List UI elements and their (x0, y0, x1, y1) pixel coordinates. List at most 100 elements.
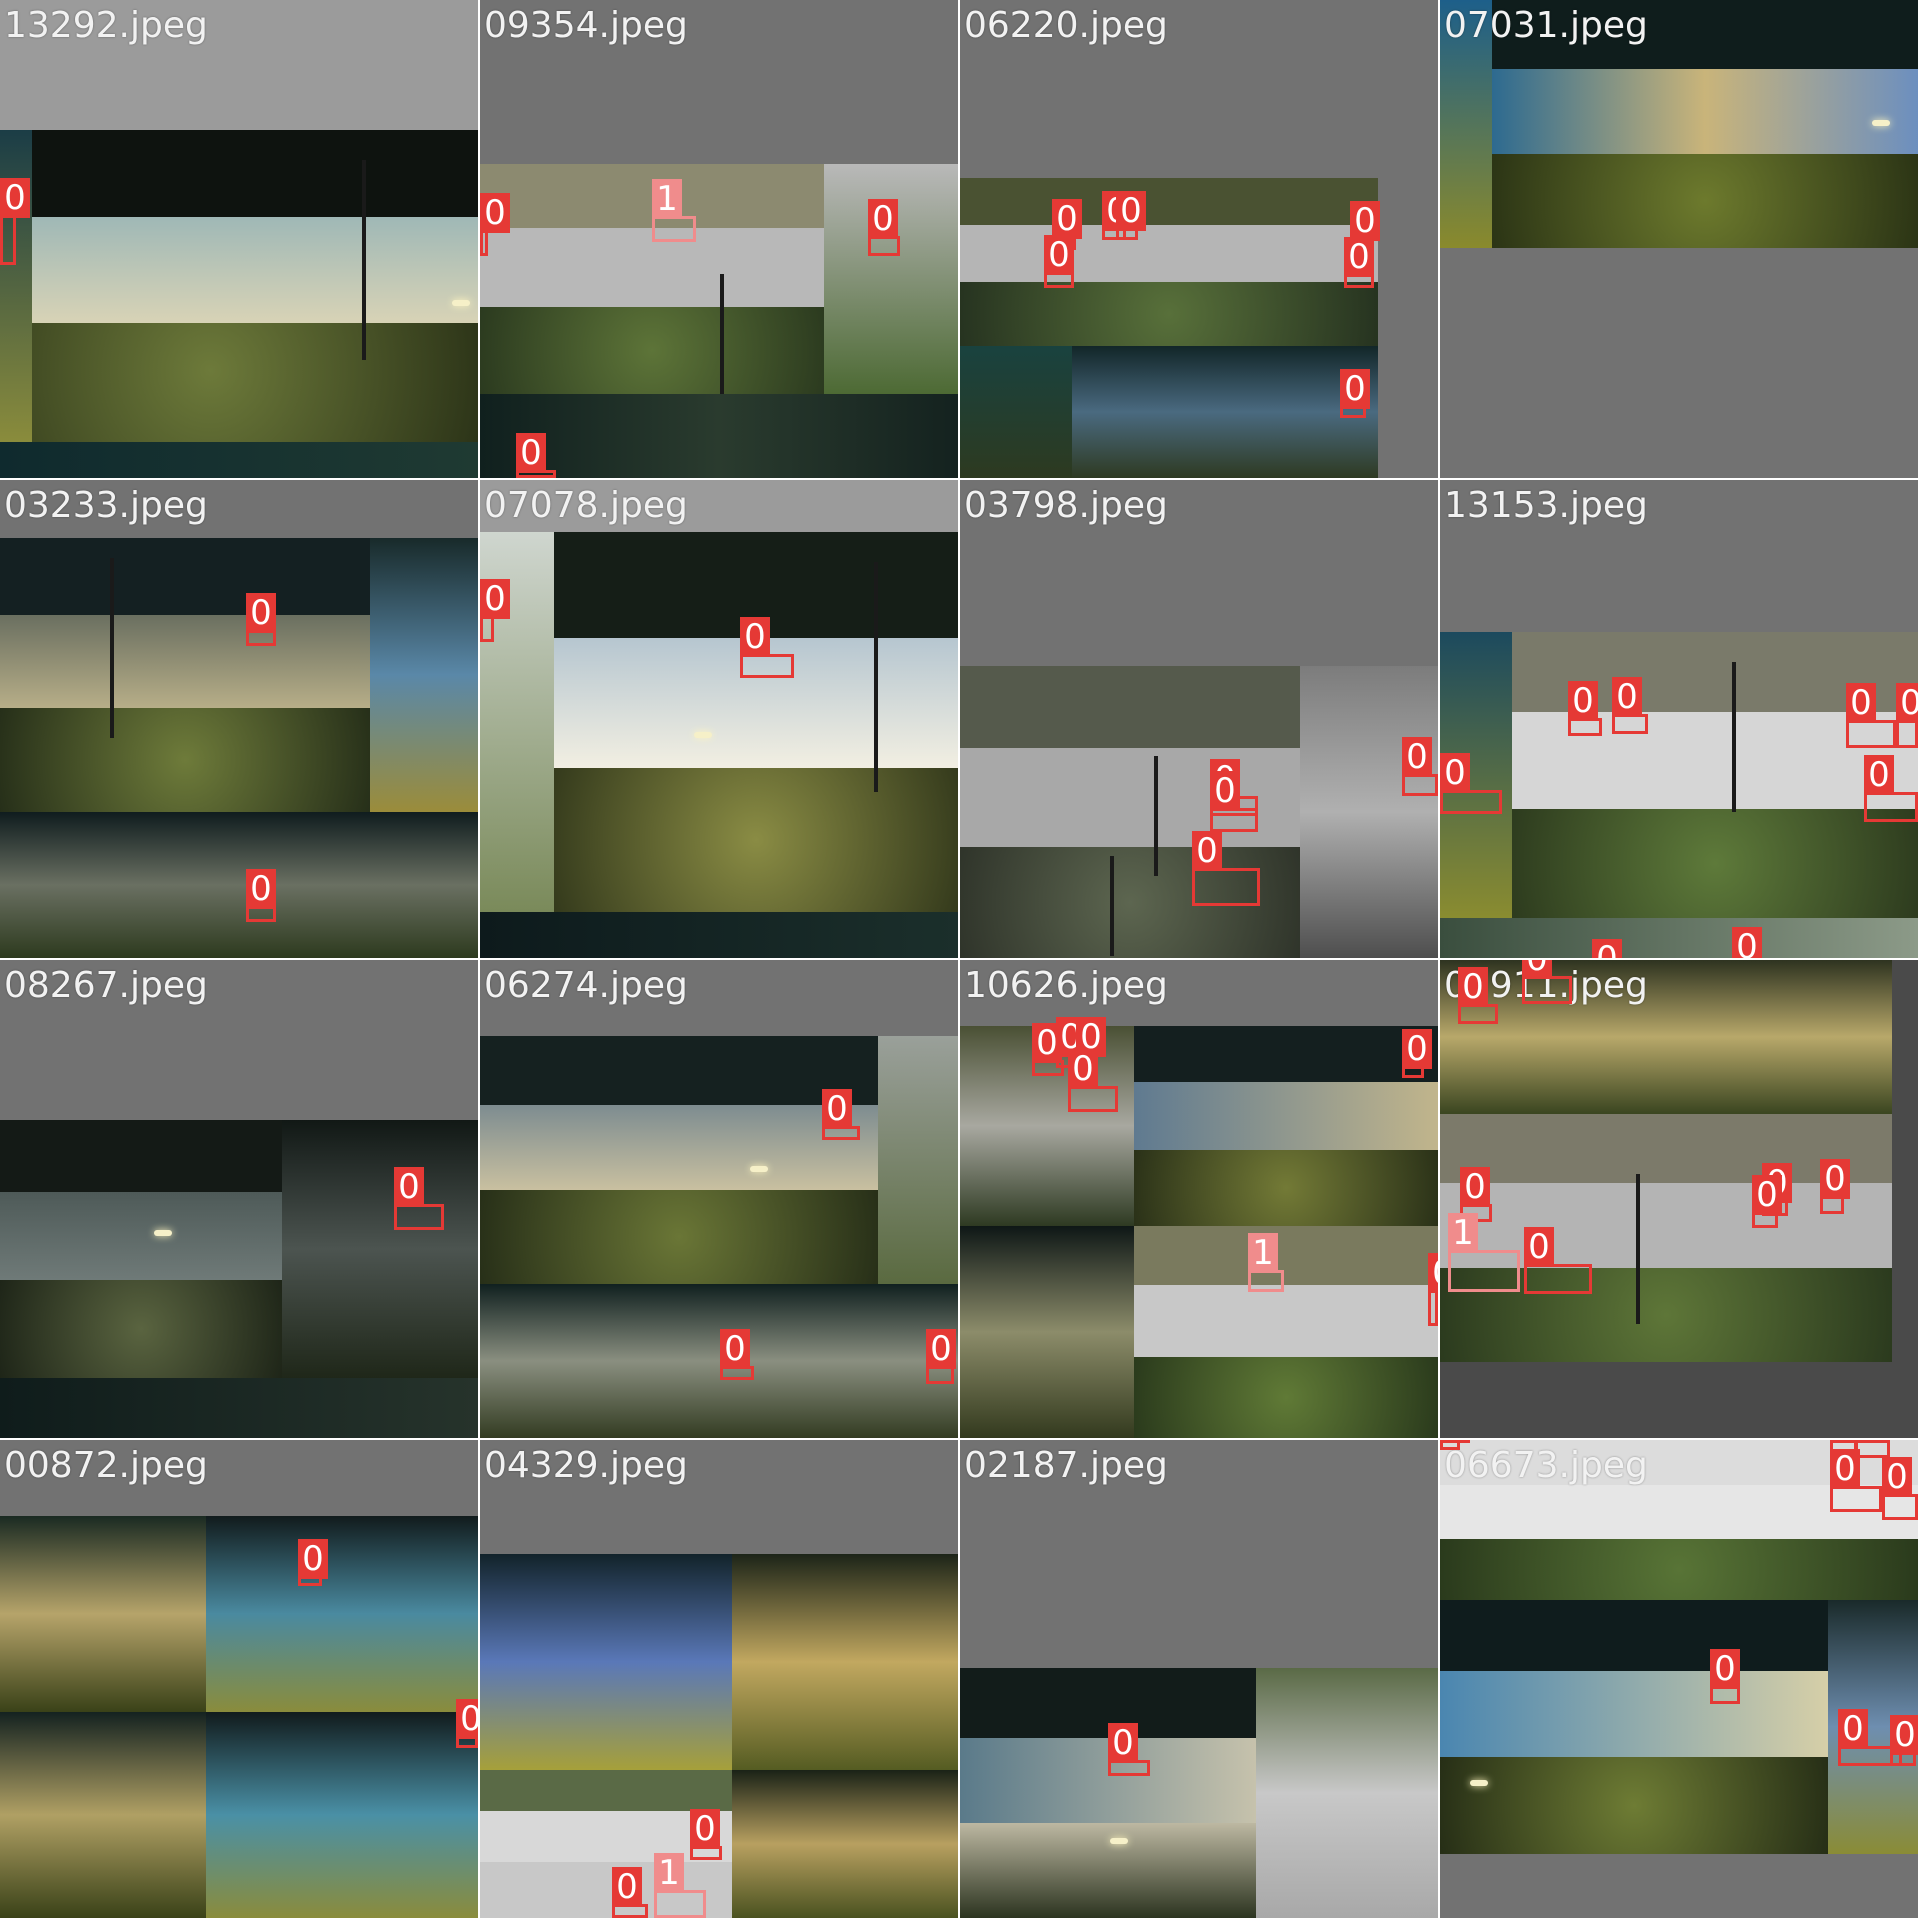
detection-box: 0 (1522, 960, 1572, 1004)
detection-box: 0 (868, 199, 900, 256)
class-label: 0 (740, 617, 770, 657)
mosaic-tile[interactable]: 08267.jpeg 0 (0, 960, 478, 1438)
class-label: 1 (652, 179, 682, 219)
detection-box: 0 (1044, 235, 1074, 288)
tile-filename: 08267.jpeg (4, 965, 208, 1006)
mosaic-tile[interactable]: 06673.jpeg 0 0 0 0 0 0 0 0 (1440, 1440, 1918, 1918)
tile-photo (480, 532, 958, 958)
class-label: 0 (1068, 1049, 1098, 1089)
mosaic-tile[interactable]: 13153.jpeg 0 0 0 0 0 0 0 0 (1440, 480, 1918, 958)
class-label: 0 (1428, 1253, 1438, 1293)
tile-photo (0, 1120, 478, 1438)
detection-box: 0 (1568, 681, 1602, 736)
detection-box: 0 (1612, 677, 1648, 734)
mosaic-tile[interactable]: 04329.jpeg 0 0 1 (480, 1440, 958, 1918)
class-label: 0 (1522, 960, 1552, 979)
mosaic-tile[interactable]: 06274.jpeg 0 0 0 (480, 960, 958, 1438)
class-label: 0 (516, 433, 546, 473)
class-label: 0 (246, 593, 276, 633)
class-label: 0 (1116, 191, 1146, 231)
tile-photo (1440, 0, 1918, 248)
mosaic-tile[interactable]: 02187.jpeg 0 (960, 1440, 1438, 1918)
mosaic-tile[interactable]: 06220.jpeg 0 0 0 0 0 0 0 (960, 0, 1438, 478)
class-label: 0 (1592, 939, 1622, 958)
class-label: 0 (1568, 681, 1598, 721)
tile-filename: 04329.jpeg (484, 1445, 688, 1486)
detection-box: 0 (1350, 201, 1380, 252)
tile-filename: 03233.jpeg (4, 485, 208, 526)
detection-box: 0 (1108, 1723, 1150, 1776)
class-label: 0 (394, 1167, 424, 1207)
class-label: 0 (1402, 737, 1432, 777)
mosaic-tile[interactable]: 09354.jpeg 0 1 0 0 (480, 0, 958, 478)
class-label: 0 (1830, 1440, 1860, 1443)
class-label: 0 (926, 1329, 956, 1369)
class-label: 0 (612, 1867, 642, 1907)
class-label: 0 (298, 1539, 328, 1579)
detection-box: 0 (926, 1329, 956, 1384)
class-label: 0 (1896, 683, 1918, 723)
detection-box: 0 (1068, 1049, 1118, 1112)
class-label: 0 (1882, 1457, 1912, 1497)
mosaic-tile[interactable]: 10626.jpeg 0 0 0 0 0 1 0 (960, 960, 1438, 1438)
class-label: 0 (1890, 1715, 1918, 1755)
mosaic-tile[interactable]: 07078.jpeg 0 0 (480, 480, 958, 958)
class-label: 0 (1402, 1029, 1432, 1069)
detection-box: 0 (298, 1539, 328, 1586)
detection-box: 0 (1458, 967, 1498, 1024)
tile-filename: 07078.jpeg (484, 485, 688, 526)
class-label: 0 (1108, 1723, 1138, 1763)
mosaic-tile[interactable]: 05911.jpeg 0 0 0 0 0 0 1 0 (1440, 960, 1918, 1438)
tile-photo (960, 666, 1438, 958)
class-label: 0 (1210, 771, 1240, 811)
detection-box: 0 (1524, 1227, 1592, 1294)
tile-filename: 13153.jpeg (1444, 485, 1648, 526)
detection-box: 0 (1864, 755, 1918, 822)
class-label: 0 (1846, 683, 1876, 723)
tile-filename: 00872.jpeg (4, 1445, 208, 1486)
detection-box: 0 (1428, 1253, 1438, 1326)
class-label: 0 (480, 193, 510, 233)
class-label: 0 (1052, 199, 1082, 239)
class-label: 0 (1732, 927, 1762, 958)
class-label: 0 (1458, 967, 1488, 1007)
class-label: 0 (1440, 753, 1470, 793)
tile-photo (0, 1516, 478, 1918)
detection-box: 0 (1440, 753, 1502, 814)
class-label: 0 (1820, 1159, 1850, 1199)
detection-box: 0 (1846, 683, 1896, 748)
class-label: 1 (1448, 1213, 1478, 1253)
detection-box: 1 (1448, 1213, 1520, 1292)
detection-box: 0 (720, 1329, 754, 1380)
class-label: 0 (0, 178, 30, 218)
detection-box: 0 (1210, 771, 1258, 832)
tile-filename: 07031.jpeg (1444, 5, 1648, 46)
detection-box: 0 (1344, 237, 1374, 288)
class-label: 0 (1838, 1709, 1868, 1749)
tile-photo (960, 178, 1378, 478)
detection-box: 0 (740, 617, 794, 678)
detection-box: 0 (516, 433, 556, 478)
mosaic-tile[interactable]: 03233.jpeg 0 0 (0, 480, 478, 958)
tile-photo (960, 1668, 1438, 1918)
detection-box: 0 (0, 178, 30, 265)
detection-box: 0 (456, 1699, 478, 1748)
mosaic-tile[interactable]: 07031.jpeg (1440, 0, 1918, 478)
class-label: 0 (456, 1699, 478, 1739)
class-label: 0 (480, 579, 510, 619)
mosaic-tile[interactable]: 03798.jpeg 0 0 0 0 (960, 480, 1438, 958)
mosaic-tile[interactable]: 13292.jpeg 0 (0, 0, 478, 478)
detection-box: 0 (480, 579, 510, 642)
tile-filename: 13292.jpeg (4, 5, 208, 46)
mosaic-tile[interactable]: 00872.jpeg 0 0 (0, 1440, 478, 1918)
class-label: 0 (1440, 1440, 1470, 1443)
detection-box: 0 (480, 193, 510, 256)
class-label: 0 (1864, 755, 1894, 795)
detection-box: 0 (246, 593, 276, 646)
detection-box: 1 (654, 1853, 706, 1918)
class-label: 0 (1044, 235, 1074, 275)
detection-box: 0 (1192, 831, 1260, 906)
tile-photo (1440, 632, 1918, 958)
detection-box: 0 (612, 1867, 648, 1918)
detection-box: 0 (1752, 1175, 1782, 1228)
